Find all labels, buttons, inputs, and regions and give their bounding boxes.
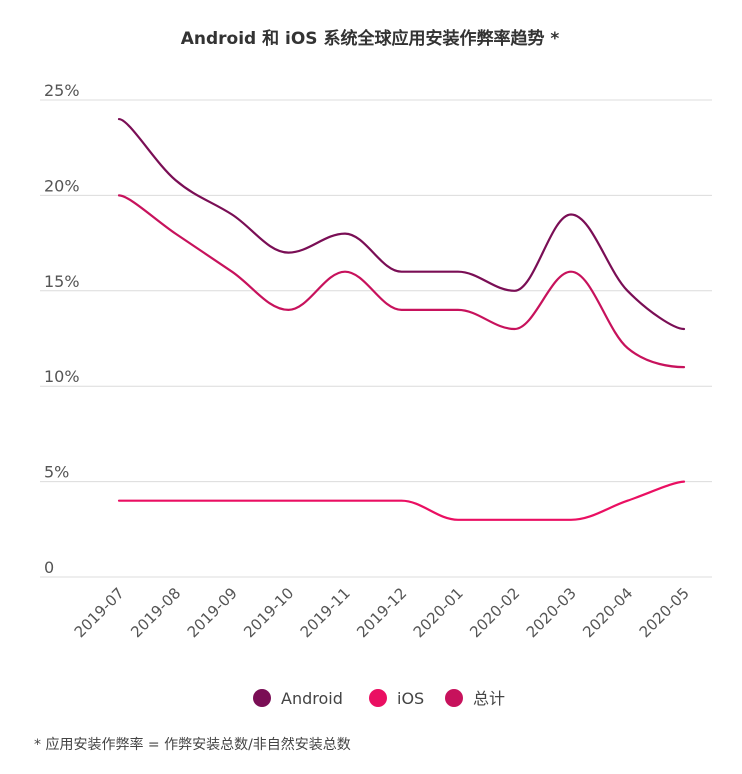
legend-marker: [253, 689, 271, 707]
series-line-总计: [117, 194, 686, 369]
x-tick-label: 2020-02: [466, 584, 523, 641]
x-axis-ticks: 2019-07 2019-08 2019-09 2019-10 2019-11 2019-…: [71, 584, 693, 641]
legend: Android iOS 总计: [253, 689, 505, 708]
x-tick-label: 2019-12: [353, 584, 410, 641]
footnote: * 应用安装作弊率 = 作弊安装总数/非自然安装总数: [34, 737, 351, 753]
y-tick-label: 10%: [44, 367, 80, 386]
x-tick-label: 2020-04: [579, 584, 636, 641]
x-tick-label: 2019-11: [297, 584, 354, 641]
legend-marker: [445, 689, 463, 707]
legend-label: Android: [281, 689, 343, 708]
y-tick-label: 0: [44, 558, 54, 577]
x-tick-label: 2019-09: [184, 584, 241, 641]
x-tick-label: 2019-07: [71, 584, 128, 641]
y-tick-label: 20%: [44, 176, 80, 195]
x-tick-label: 2019-08: [127, 584, 184, 641]
legend-marker: [369, 689, 387, 707]
x-tick-label: 2019-10: [240, 584, 297, 641]
series-line-iOS: [117, 480, 686, 521]
y-tick-label: 15%: [44, 272, 80, 291]
chart-title: Android 和 iOS 系统全球应用安装作弊率趋势 *: [181, 28, 560, 49]
legend-label: 总计: [473, 689, 505, 708]
y-tick-label: 5%: [44, 463, 69, 482]
legend-label: iOS: [397, 689, 424, 708]
x-tick-label: 2020-01: [410, 584, 467, 641]
y-tick-label: 25%: [44, 81, 80, 100]
x-tick-label: 2020-03: [523, 584, 580, 641]
series-line-Android: [117, 117, 686, 331]
x-tick-label: 2020-05: [636, 584, 693, 641]
series-layer: [117, 117, 686, 521]
grid-layer: 0 5% 10% 15% 20% 25%: [40, 81, 712, 578]
